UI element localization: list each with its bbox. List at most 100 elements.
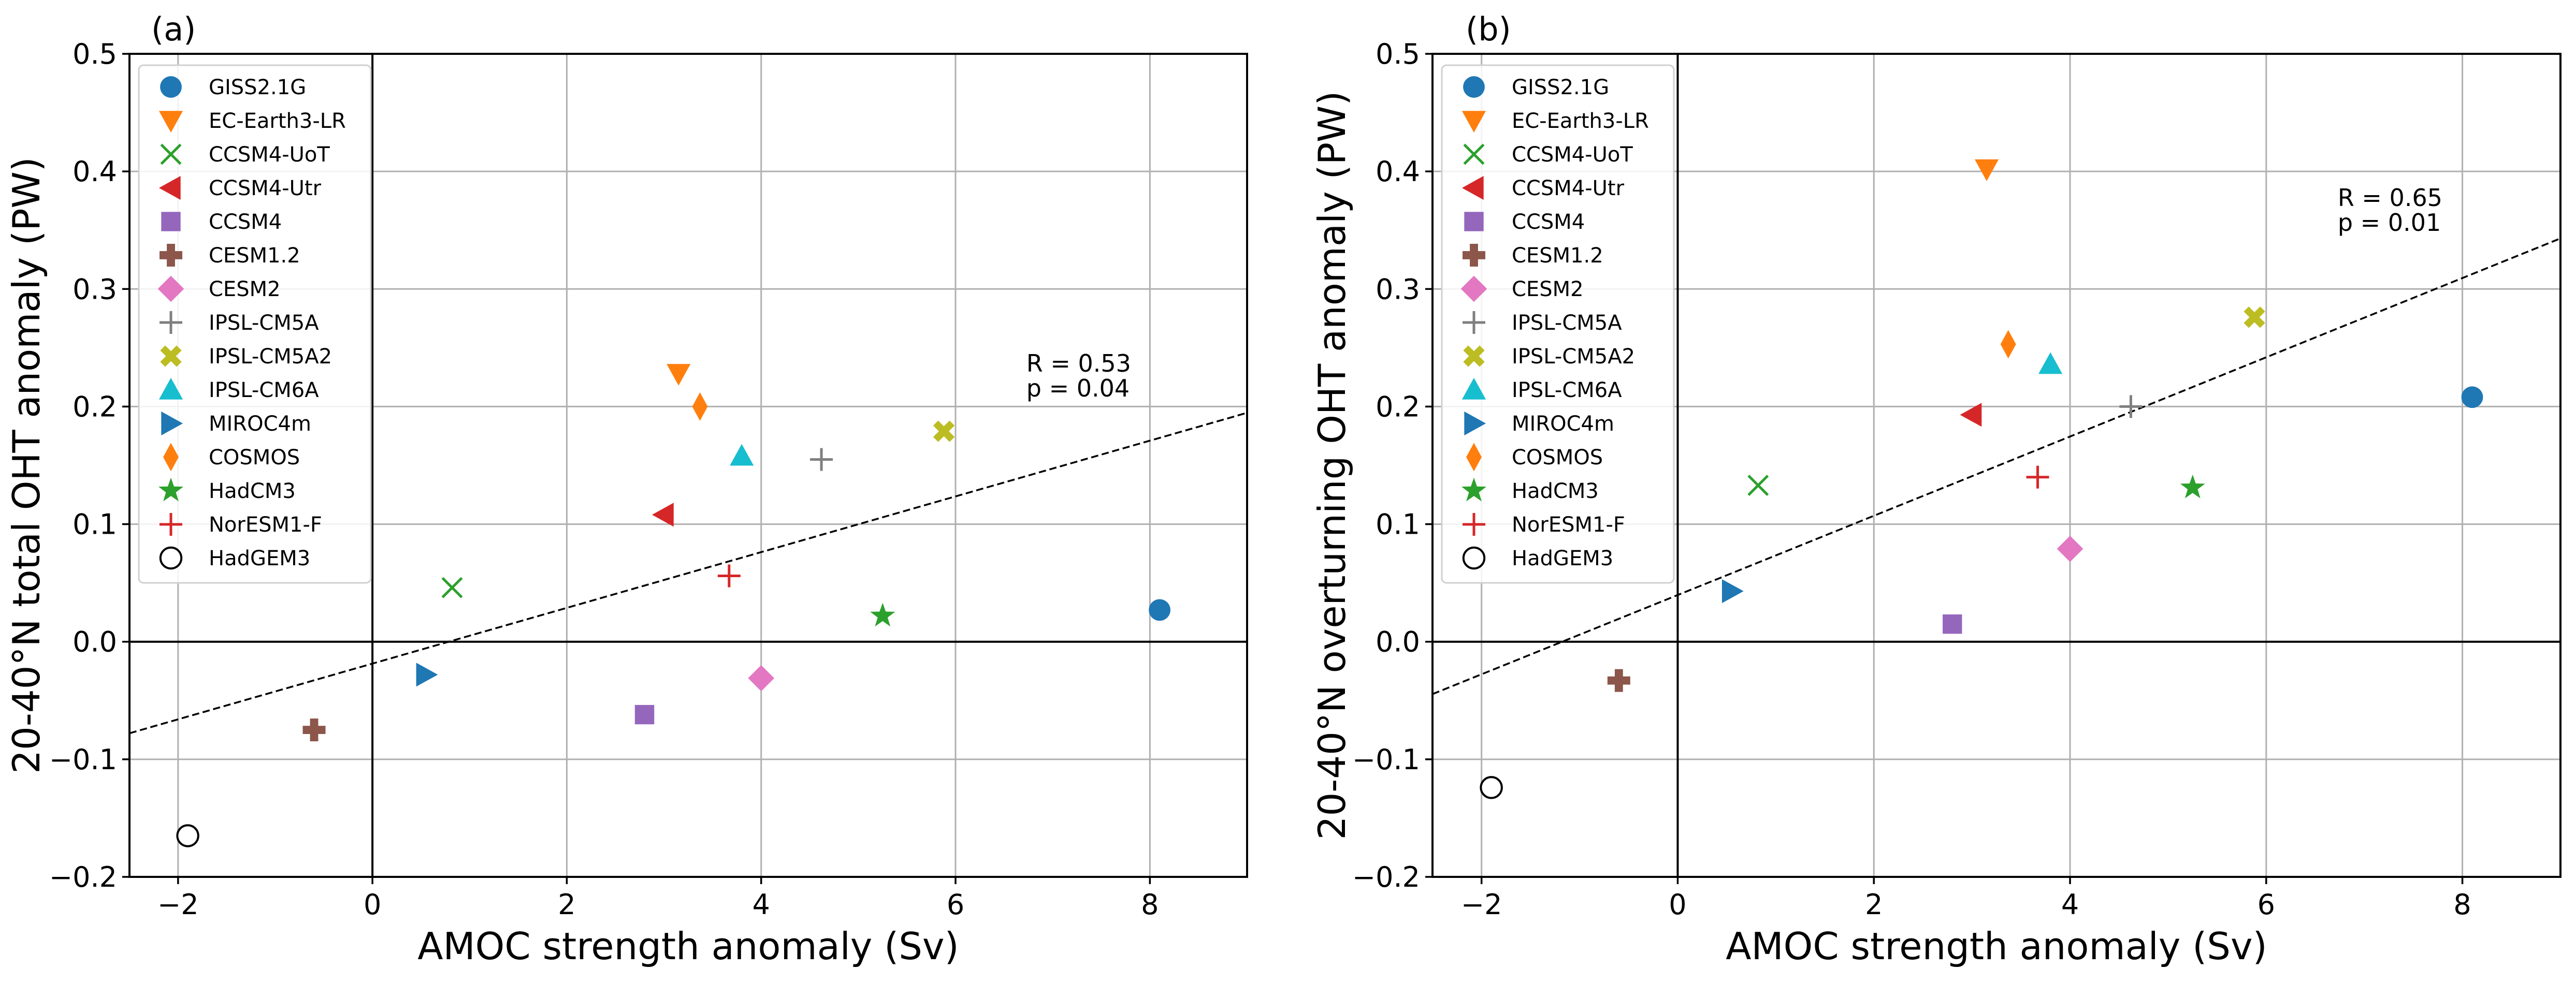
- point-ccsm4-utr: [652, 503, 674, 527]
- regression-line: [129, 412, 1247, 735]
- legend-label: MIROC4m: [1512, 412, 1614, 436]
- point-giss2-1g: [1149, 599, 1171, 621]
- legend-label: IPSL-CM6A: [209, 378, 319, 402]
- panel-b: R = 0.65p = 0.01 GISS2.1G EC-Earth3-LR CCSM…: [1310, 10, 2561, 968]
- y-tick-label: 0.2: [73, 390, 117, 423]
- legend-entry: COSMOS: [1466, 443, 1603, 472]
- legend-label: CCSM4: [1512, 210, 1585, 234]
- legend-label: HadCM3: [209, 479, 296, 503]
- point-ipsl-cm6a: [2038, 352, 2063, 374]
- y-tick-label: −0.2: [49, 861, 117, 893]
- legend-marker: [160, 244, 182, 267]
- point-ccsm4-uot: [441, 577, 463, 598]
- legend-label: COSMOS: [209, 446, 300, 470]
- legend-entry: MIROC4m: [1464, 411, 1614, 436]
- legend-label: IPSL-CM5A: [1512, 311, 1622, 335]
- legend-entry: HadGEM3: [159, 546, 310, 570]
- legend-entry: CCSM4: [161, 210, 282, 234]
- legend-entry: CCSM4-UoT: [1463, 143, 1633, 167]
- legend-marker: [1461, 175, 1484, 200]
- legend-label: NorESM1-F: [209, 513, 322, 537]
- axes-frame: [1431, 53, 2561, 878]
- legend-label: CCSM4-Utr: [209, 177, 322, 200]
- point-miroc4m: [416, 663, 438, 687]
- legend-label: CCSM4-Utr: [1512, 177, 1625, 200]
- point-ipsl-cm5a: [2119, 395, 2143, 418]
- x-tick-label: −2: [1461, 888, 1502, 921]
- legend-label: COSMOS: [1512, 446, 1603, 470]
- legend-entry: NorESM1-F: [160, 513, 322, 537]
- legend-marker: [1461, 111, 1486, 133]
- point-ec-earth3-lr: [667, 364, 691, 386]
- y-tick-label: 0.3: [1376, 273, 1420, 305]
- point-cesm1-2: [1607, 669, 1630, 692]
- legend-entry: CCSM4-Utr: [158, 175, 322, 200]
- legend-entry: GISS2.1G: [160, 76, 306, 99]
- legend-marker: [160, 76, 182, 98]
- legend-entry: CCSM4: [1464, 210, 1585, 234]
- stat-p: p = 0.01: [2338, 209, 2441, 237]
- x-tick-label: 8: [1141, 888, 1159, 921]
- legend-entry: IPSL-CM5A: [160, 311, 319, 335]
- x-tick-label: 2: [558, 888, 575, 921]
- legend-marker: [160, 311, 182, 334]
- stat-r: R = 0.53: [1026, 349, 1131, 377]
- legend-label: MIROC4m: [209, 412, 311, 436]
- point-ccsm4-utr: [1960, 403, 1982, 427]
- x-tick-label: 4: [2061, 888, 2079, 921]
- x-tick-label: 6: [2257, 888, 2275, 921]
- legend-entry: EC-Earth3-LR: [1461, 109, 1649, 133]
- point-ipsl-cm5a2: [933, 420, 955, 442]
- legend-marker: [1463, 76, 1485, 98]
- legend-entry: HadGEM3: [1462, 546, 1613, 570]
- x-tick-label: 8: [2453, 888, 2471, 921]
- y-tick-label: 0.1: [1376, 508, 1420, 541]
- legend-entry: CESM2: [1460, 275, 1584, 302]
- legend-marker: [163, 443, 179, 472]
- point-cosmos: [692, 392, 708, 421]
- legend-entry: EC-Earth3-LR: [158, 109, 346, 133]
- y-tick-label: 0.0: [1376, 626, 1420, 658]
- x-tick-label: 0: [364, 888, 381, 921]
- x-tick-label: 0: [1669, 888, 1686, 921]
- data-points: [1480, 159, 2483, 799]
- legend-marker: [1463, 244, 1485, 267]
- legend-marker: [1464, 411, 1486, 436]
- y-tick-label: 0.4: [1376, 155, 1420, 188]
- legend-label: IPSL-CM5A: [209, 311, 319, 335]
- point-hadgem3: [1480, 776, 1503, 799]
- point-noresm1-f: [2026, 465, 2049, 489]
- legend: GISS2.1G EC-Earth3-LR CCSM4-UoT CCSM4-Utr CC…: [138, 64, 372, 584]
- legend-label: EC-Earth3-LR: [1512, 109, 1649, 133]
- y-axis-label: 20-40°N total OHT anomaly (PW): [5, 157, 48, 774]
- y-axis-label: 20-40°N overturning OHT anomaly (PW): [1310, 91, 1354, 840]
- x-tick-label: 6: [947, 888, 964, 921]
- stat-p: p = 0.04: [1026, 374, 1130, 402]
- legend-entry: CESM1.2: [160, 244, 300, 268]
- ticks: −2 0 2 4 6 8 −0.2 −0.1 0.0 0.1 0.2 0.3 0.4 0.5: [1352, 38, 2471, 921]
- legend-marker: [160, 513, 182, 536]
- panel-label: (a): [151, 10, 196, 48]
- legend-marker: [161, 411, 183, 436]
- point-ipsl-cm5a: [810, 448, 833, 471]
- legend-marker: [1466, 443, 1482, 472]
- legend-label: CCSM4: [209, 210, 282, 234]
- legend-label: HadGEM3: [209, 547, 310, 570]
- point-miroc4m: [1721, 579, 1744, 604]
- point-ccsm4-uot: [1747, 475, 1769, 496]
- ticks: −2 0 2 4 6 8 −0.2 −0.1 0.0 0.1 0.2 0.3 0.4 0.5: [49, 38, 1159, 921]
- y-tick-label: −0.1: [1352, 743, 1420, 776]
- legend-label: CESM2: [209, 277, 281, 301]
- legend-marker: [1464, 212, 1484, 231]
- legend-marker: [159, 546, 183, 570]
- legend-label: IPSL-CM5A2: [209, 345, 332, 369]
- y-tick-label: 0.2: [1376, 390, 1420, 423]
- legend-marker: [1463, 143, 1485, 165]
- legend-marker: [1461, 477, 1487, 502]
- point-ccsm4: [634, 705, 655, 725]
- point-cosmos: [2000, 330, 2016, 359]
- legend-entry: GISS2.1G: [1463, 76, 1609, 99]
- legend-frame: [1441, 64, 1675, 584]
- y-tick-label: 0.5: [73, 38, 117, 70]
- legend-label: NorESM1-F: [1512, 513, 1625, 537]
